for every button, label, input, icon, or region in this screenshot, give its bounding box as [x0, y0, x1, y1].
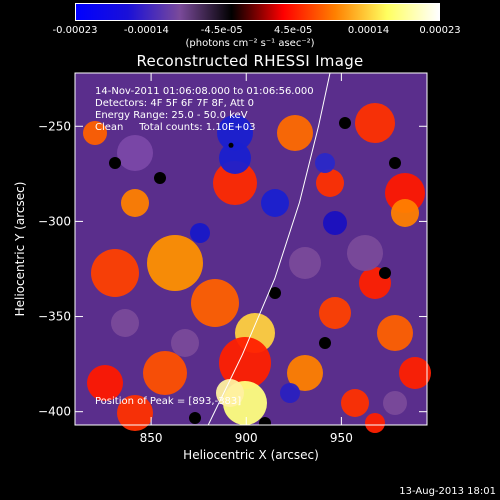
info-line-detectors: Detectors: 4F 5F 6F 7F 8F, Att 0	[95, 98, 255, 109]
x-tick-label: 850	[140, 431, 163, 445]
heatmap-blob	[399, 357, 431, 389]
colorbar	[75, 3, 440, 21]
heatmap-blob	[280, 383, 300, 403]
heatmap-blob	[83, 121, 107, 145]
heatmap-blob	[117, 135, 153, 171]
y-axis-label: Heliocentric Y (arcsec)	[13, 182, 27, 317]
heatmap-blob	[391, 199, 419, 227]
y-tick-label: −250	[38, 119, 71, 133]
heatmap-blob	[319, 297, 351, 329]
heatmap-blob	[323, 211, 347, 235]
heatmap-blob	[385, 173, 425, 213]
heatmap-blob	[341, 389, 369, 417]
heatmap-blob	[377, 315, 413, 351]
heatmap-dark-spot	[339, 117, 351, 129]
x-axis-label: Heliocentric X (arcsec)	[183, 448, 319, 462]
heatmap-dark-spot	[389, 157, 401, 169]
heatmap-dark-spot	[154, 172, 166, 184]
heatmap-blob	[117, 395, 153, 431]
y-tick-label: −350	[38, 310, 71, 324]
info-line-counts: Clean Total counts: 1.10E+03	[95, 122, 256, 133]
heatmap-blob	[261, 189, 289, 217]
x-tick-label: 950	[330, 431, 353, 445]
heatmap-blob	[171, 329, 199, 357]
heatmap-blob	[219, 142, 251, 174]
heatmap-blob	[347, 235, 383, 271]
heatmap-blob	[316, 169, 344, 197]
colorbar-units: (photons cm⁻² s⁻¹ asec⁻²)	[185, 38, 315, 49]
colorbar-tick-label: 0.00023	[419, 25, 461, 36]
heatmap-dark-spot	[109, 157, 121, 169]
plot-frame	[74, 72, 428, 426]
heatmap-blob	[121, 189, 149, 217]
heatmap-blob	[190, 223, 210, 243]
heatmap-blob	[216, 379, 244, 407]
x-tick-label: 900	[235, 431, 258, 445]
minimum-marker	[228, 142, 234, 148]
colorbar-tick-label: -0.00023	[52, 25, 98, 36]
colorbar-tick-label: 0.00014	[347, 25, 390, 36]
heatmap-blob	[111, 309, 139, 337]
heatmap-blob	[277, 115, 313, 151]
heatmap-dark-spot	[269, 287, 281, 299]
y-tick-label: −400	[38, 405, 71, 419]
heatmap-blob	[365, 413, 385, 433]
colorbar-tick-label: -0.00014	[123, 25, 169, 36]
heatmap-blob	[191, 279, 239, 327]
heatmap-dark-spot	[379, 267, 391, 279]
heatmap-blob	[143, 351, 187, 395]
y-tick-label: −300	[38, 214, 71, 228]
heatmap-blob	[87, 365, 123, 401]
heatmap-blob	[213, 161, 257, 205]
timestamp-footer: 13-Aug-2013 18:01	[399, 486, 496, 497]
heatmap-dark-spot	[259, 417, 271, 429]
heatmap-blob	[355, 103, 395, 143]
peak-position-label: Position of Peak = [893,-383]	[95, 396, 242, 407]
info-line-energy: Energy Range: 25.0 - 50.0 keV	[95, 110, 248, 121]
heatmap-blob	[315, 153, 335, 173]
chart-title: Reconstructed RHESSI Image	[136, 52, 364, 70]
heatmap	[75, 73, 431, 433]
heatmap-dark-spot	[319, 337, 331, 349]
heatmap-blob	[217, 115, 253, 151]
heatmap-blob	[287, 355, 323, 391]
colorbar-tick-label: 4.5e-05	[274, 25, 313, 36]
heatmap-blob	[91, 249, 139, 297]
info-line-time: 14-Nov-2011 01:06:08.000 to 01:06:56.000	[95, 86, 314, 97]
solar-limb-curve	[207, 72, 331, 426]
heatmap-blob	[383, 391, 407, 415]
heatmap-blob	[147, 235, 203, 291]
heatmap-blob	[289, 247, 321, 279]
heatmap-dark-spot	[189, 412, 201, 424]
colorbar-tick-label: -4.5e-05	[200, 25, 243, 36]
